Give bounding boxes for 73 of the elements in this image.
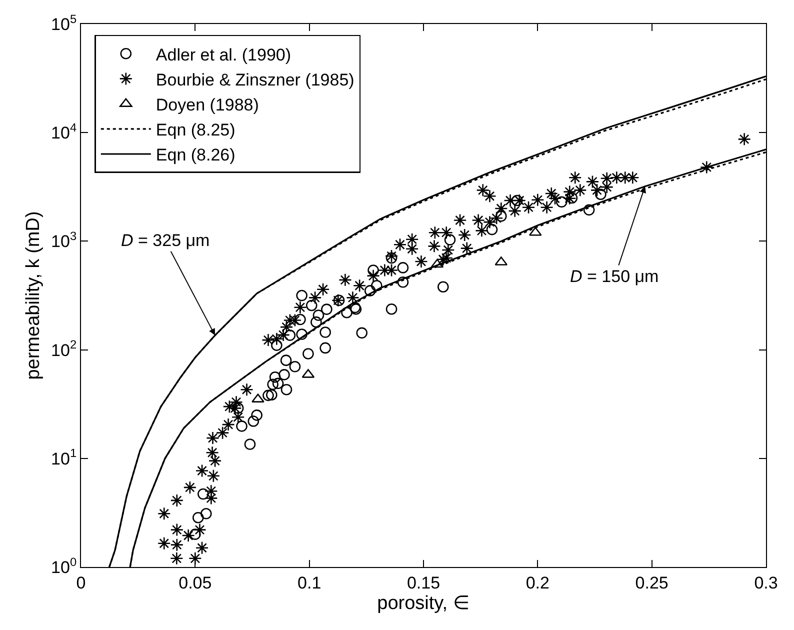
point xyxy=(284,330,296,341)
point xyxy=(430,258,444,268)
point xyxy=(321,304,332,315)
x-axis-title: porosity, ∈ xyxy=(377,593,470,614)
point xyxy=(528,226,542,236)
point xyxy=(368,264,379,276)
point xyxy=(364,285,376,296)
x-tick-label: 0.15 xyxy=(406,573,440,592)
point xyxy=(397,276,409,288)
point xyxy=(248,416,260,427)
point xyxy=(251,410,262,421)
annotation: D = 150 μm xyxy=(570,267,659,286)
point xyxy=(341,306,352,318)
point xyxy=(244,438,256,450)
point xyxy=(444,234,456,246)
legend-label: Bourbie & Zinszner (1985) xyxy=(156,70,354,90)
point xyxy=(302,348,314,360)
point xyxy=(278,369,290,380)
point xyxy=(200,508,212,520)
point xyxy=(262,390,274,402)
y-tick-label: 10$^{5}$ xyxy=(51,12,77,34)
point xyxy=(310,316,322,328)
point xyxy=(280,354,292,366)
point xyxy=(511,194,523,206)
legend-label: Adler et al. (1990) xyxy=(156,45,292,64)
y-tick-label: 10$^{4}$ xyxy=(51,120,77,143)
x-tick-label: 0.2 xyxy=(526,573,550,592)
y-tick-label: 10$^{2}$ xyxy=(51,338,77,360)
x-tick-label: 0.1 xyxy=(298,573,322,592)
point xyxy=(566,192,578,204)
point xyxy=(312,310,324,321)
point xyxy=(280,384,292,396)
x-tick-label: 0.05 xyxy=(178,573,212,592)
point xyxy=(320,326,331,338)
point xyxy=(386,252,398,264)
point xyxy=(333,294,345,306)
point xyxy=(306,300,318,312)
x-tick-label: 0.3 xyxy=(754,573,778,592)
point xyxy=(289,360,301,372)
point xyxy=(271,340,282,351)
point xyxy=(296,290,308,302)
legend-label: Eqn (8.26) xyxy=(156,146,236,165)
point xyxy=(294,314,306,326)
point xyxy=(296,328,308,340)
point xyxy=(190,528,201,540)
point xyxy=(320,342,331,354)
y-tick-label: 10$^{3}$ xyxy=(51,229,77,252)
point xyxy=(272,378,284,390)
point xyxy=(192,512,204,524)
y-tick-label: 10$^{0}$ xyxy=(51,554,77,577)
point xyxy=(232,402,244,414)
point xyxy=(595,188,606,200)
point xyxy=(397,262,409,274)
point xyxy=(371,280,382,292)
point xyxy=(486,224,498,236)
point xyxy=(266,389,278,400)
y-axis-title: permeability, k (mD) xyxy=(22,211,44,380)
point xyxy=(269,372,281,383)
annotation: D = 325 μm xyxy=(121,231,210,250)
point xyxy=(198,488,209,500)
point xyxy=(437,281,449,292)
y-tick-label: 10$^{1}$ xyxy=(51,446,77,468)
point xyxy=(495,210,507,222)
point xyxy=(356,327,368,339)
x-tick-label: 0.25 xyxy=(635,573,668,592)
point xyxy=(556,196,568,208)
point xyxy=(267,378,278,390)
point xyxy=(583,204,595,216)
x-tick-label: 0 xyxy=(76,573,86,592)
point xyxy=(236,420,248,432)
point xyxy=(386,303,398,315)
legend-label: Doyen (1988) xyxy=(156,95,259,114)
legend-label: Eqn (8.25) xyxy=(156,120,236,140)
